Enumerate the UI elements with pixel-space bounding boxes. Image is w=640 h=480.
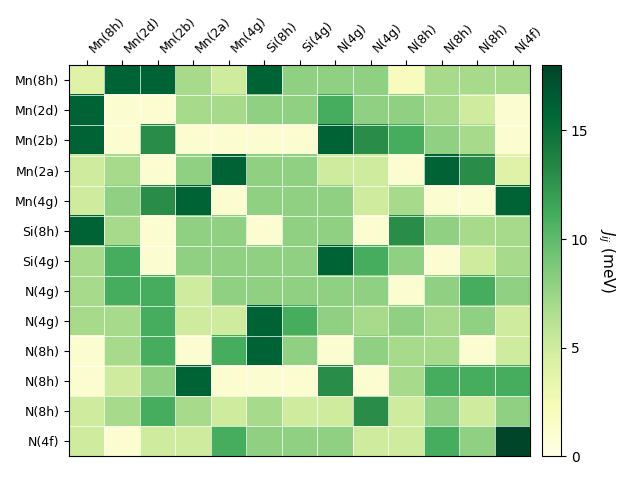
Y-axis label: $J_{ij}$ (meV): $J_{ij}$ (meV) — [596, 228, 616, 294]
